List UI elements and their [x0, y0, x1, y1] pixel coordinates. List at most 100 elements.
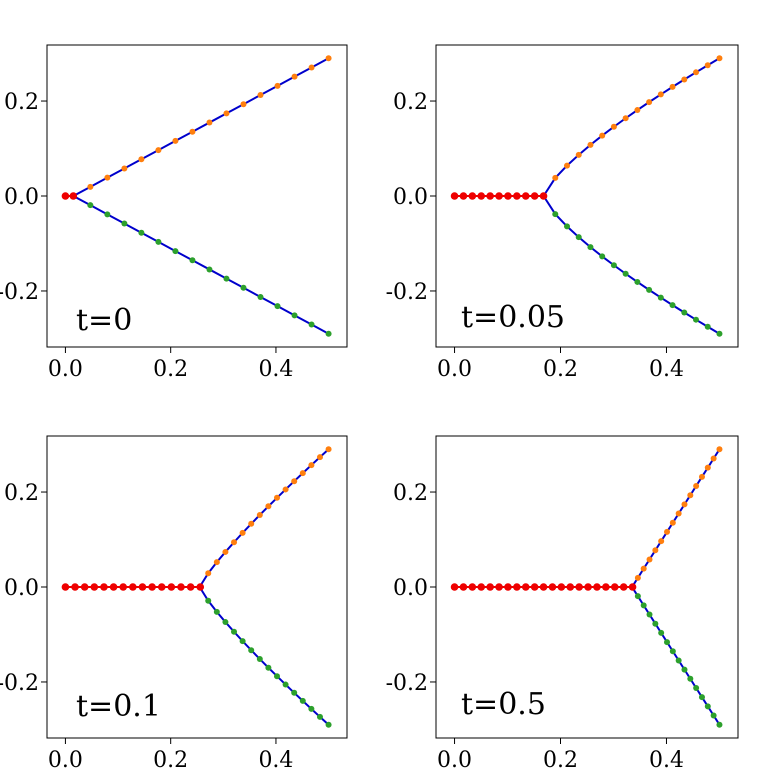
upper-branch-point [716, 446, 723, 453]
upper-branch-point [265, 503, 272, 510]
stem-point [138, 583, 147, 591]
upper-branch-point [189, 128, 196, 135]
lower-branch-line [198, 586, 330, 726]
upper-branch-point [206, 119, 213, 126]
x-tick-label: 0.4 [258, 357, 293, 382]
upper-branch-point [155, 147, 162, 154]
stem-point [100, 583, 108, 591]
plot-frame [46, 44, 348, 348]
lower-branch-point [652, 620, 659, 627]
stem-point [584, 583, 592, 591]
lower-branch-point [675, 657, 682, 664]
lower-branch-point [640, 602, 647, 609]
stem-point [196, 583, 205, 591]
upper-branch-point [104, 174, 111, 181]
y-tick-label: 0.2 [4, 90, 39, 115]
x-tick-label: 0.0 [437, 748, 472, 773]
stem-point [450, 192, 459, 200]
stem-point [167, 583, 176, 591]
stem-point [513, 583, 521, 591]
lower-branch-point [256, 656, 263, 663]
upper-branch-point [282, 486, 289, 493]
y-tick-label: 0.0 [393, 185, 428, 210]
lower-branch-point [658, 629, 665, 636]
upper-branch-point [575, 151, 582, 158]
upper-branch-point [87, 183, 94, 190]
stem-point [521, 192, 530, 200]
stem-point [486, 583, 494, 591]
lower-branch-point [669, 648, 676, 655]
stem-point [575, 583, 583, 591]
lower-branch-point [248, 647, 255, 654]
upper-branch-point [675, 510, 682, 517]
upper-branch-point [231, 539, 238, 546]
upper-branch-point [704, 62, 711, 69]
upper-branch-point [222, 548, 229, 555]
lower-branch-point [325, 330, 332, 337]
stem-point [504, 583, 512, 591]
lower-branch-point [657, 294, 664, 301]
stem-point [548, 583, 557, 591]
stem-point [477, 192, 486, 200]
stem-point [530, 583, 539, 591]
lower-branch-point [308, 321, 315, 328]
upper-branch-point [552, 174, 559, 181]
stem-point [109, 583, 118, 591]
lower-branch-point [716, 721, 723, 728]
stem-point [186, 583, 195, 591]
stem-point [61, 583, 70, 591]
lower-branch-point [552, 211, 559, 218]
upper-branch-point [681, 76, 688, 83]
upper-branch-point [325, 446, 332, 453]
lower-branch-point [299, 697, 306, 704]
upper-branch-point [716, 55, 723, 62]
lower-branch-point [172, 248, 179, 255]
x-tick-label: 0.0 [437, 357, 472, 382]
upper-branch-point [710, 455, 717, 462]
upper-branch-point [325, 55, 332, 62]
lower-branch-point [564, 223, 571, 230]
lower-branch-point [681, 309, 688, 316]
lower-branch-point [634, 278, 641, 285]
stem-point [495, 583, 503, 591]
lower-branch-point [693, 316, 700, 323]
lower-branch-point [121, 220, 128, 227]
lower-branch-point [223, 275, 230, 282]
lower-branch-point [646, 286, 653, 293]
panel-time-label: t=0.05 [461, 300, 565, 335]
stem-point [129, 583, 137, 591]
upper-branch-point [121, 165, 128, 172]
upper-branch-point [256, 511, 263, 518]
lower-branch-line [72, 195, 330, 335]
stem-point [628, 583, 637, 591]
lower-branch-point [664, 639, 671, 646]
upper-branch-point [640, 565, 647, 572]
upper-branch-point [291, 73, 298, 80]
upper-branch-line [198, 448, 330, 588]
lower-branch-point [716, 330, 723, 337]
stem-point [521, 583, 530, 591]
lower-branch-point [231, 628, 238, 635]
x-tick-label: 0.4 [258, 748, 293, 773]
y-tick-label: 0.2 [393, 90, 428, 115]
upper-branch-point [698, 473, 705, 480]
lower-branch-point [257, 293, 264, 300]
lower-branch-point [622, 270, 629, 277]
lower-branch-point [610, 262, 617, 269]
lower-branch-point [681, 666, 688, 673]
upper-branch-point [274, 82, 281, 89]
upper-branch-point [669, 519, 676, 526]
lower-branch-point [155, 238, 162, 245]
stem-point [619, 583, 628, 591]
panel-time-label: t=0 [76, 303, 132, 338]
panel-3: 0.0 0.2 0.4 0.2 0.0 -0.2 t=0.1 [0, 435, 348, 773]
y-tick-label: 0.0 [4, 576, 39, 601]
upper-branch-point [634, 574, 641, 581]
upper-branch-point [138, 156, 145, 163]
lower-branch-point [206, 266, 213, 273]
upper-branch-point [657, 91, 664, 98]
upper-branch-point [257, 92, 264, 99]
y-tick-label: -0.2 [386, 280, 428, 305]
lower-branch-point [687, 675, 694, 682]
